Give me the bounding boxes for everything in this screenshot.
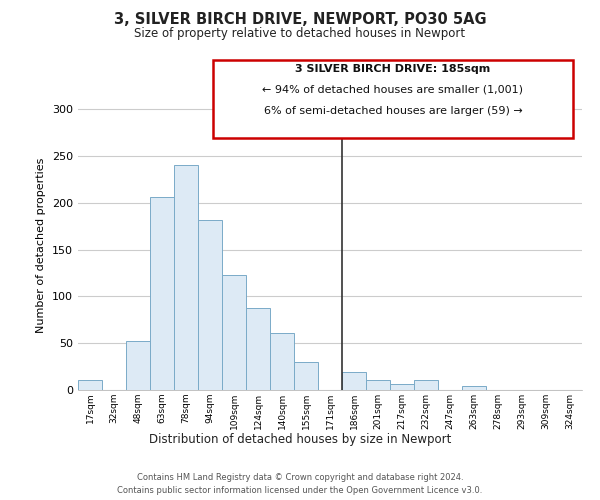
Text: Contains HM Land Registry data © Crown copyright and database right 2024.: Contains HM Land Registry data © Crown c… (137, 472, 463, 482)
Text: Distribution of detached houses by size in Newport: Distribution of detached houses by size … (149, 432, 451, 446)
Bar (174, 166, 198, 390)
Bar (366, 380, 390, 390)
Text: Size of property relative to detached houses in Newport: Size of property relative to detached ho… (134, 28, 466, 40)
Bar (198, 220, 222, 390)
Y-axis label: Number of detached properties: Number of detached properties (37, 158, 46, 332)
Bar (222, 275, 246, 390)
Bar (414, 380, 438, 390)
Bar (270, 333, 294, 390)
Text: 3, SILVER BIRCH DRIVE, NEWPORT, PO30 5AG: 3, SILVER BIRCH DRIVE, NEWPORT, PO30 5AG (113, 12, 487, 28)
Text: Contains public sector information licensed under the Open Government Licence v3: Contains public sector information licen… (118, 486, 482, 495)
Text: ← 94% of detached houses are smaller (1,001): ← 94% of detached houses are smaller (1,… (263, 85, 523, 95)
Bar (294, 362, 318, 390)
Bar (126, 342, 150, 390)
Bar (78, 380, 102, 390)
Bar (462, 386, 486, 390)
Text: 6% of semi-detached houses are larger (59) →: 6% of semi-detached houses are larger (5… (263, 106, 523, 116)
Bar (246, 308, 270, 390)
Bar (342, 372, 366, 390)
Bar (150, 198, 174, 390)
Bar (390, 384, 414, 390)
Text: 3 SILVER BIRCH DRIVE: 185sqm: 3 SILVER BIRCH DRIVE: 185sqm (295, 64, 491, 74)
